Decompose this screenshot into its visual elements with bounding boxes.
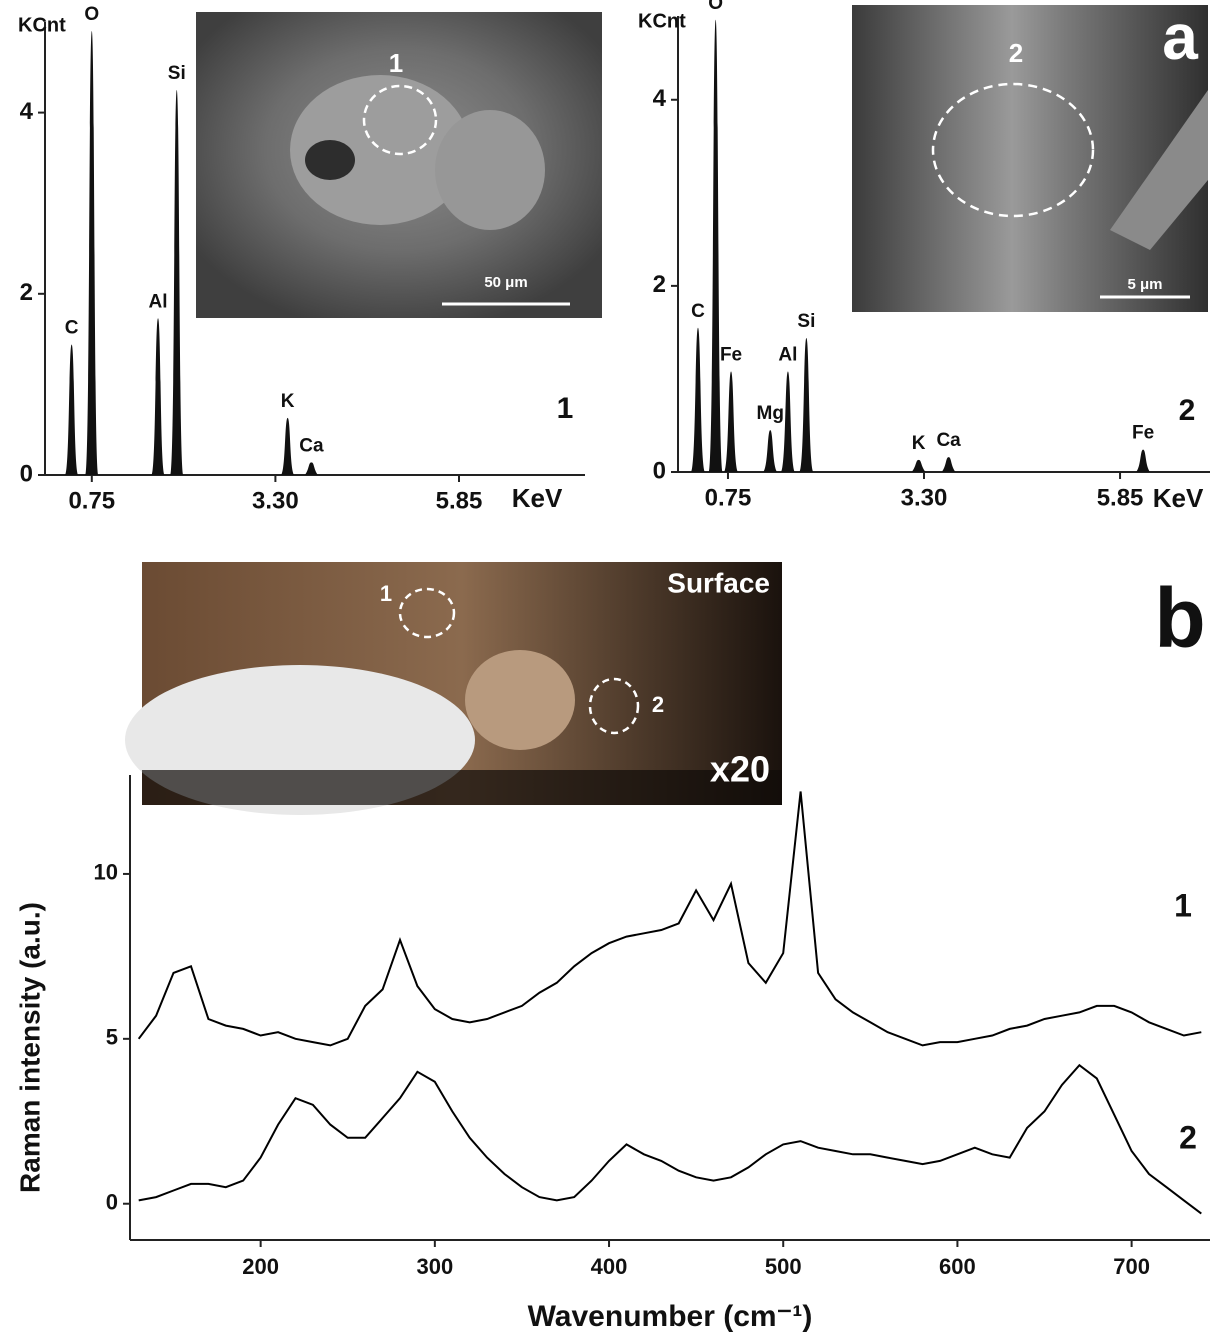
- image-caption: Surface: [667, 567, 770, 598]
- y-tick-label: 2: [20, 279, 33, 306]
- peak-label: O: [708, 0, 723, 14]
- peak: [304, 462, 318, 475]
- peak-label: Ca: [299, 435, 324, 456]
- peak: [941, 457, 956, 472]
- x-tick-label: 0.75: [68, 487, 115, 514]
- x-tick-label: 400: [591, 1254, 628, 1279]
- y-tick-label: 0: [106, 1190, 118, 1215]
- series-label: 1: [1174, 887, 1192, 923]
- peak: [151, 318, 165, 475]
- scale-bar-label: 5 μm: [1127, 276, 1162, 293]
- x-tick-label: 3.30: [901, 484, 948, 511]
- spectrum-line: [138, 1063, 1202, 1215]
- x-tick-label: 200: [242, 1254, 279, 1279]
- peak: [691, 327, 705, 472]
- peak-label: Si: [797, 311, 815, 332]
- sem-image-1: 1 50 μm: [196, 12, 602, 318]
- peak-label: Ca: [936, 430, 961, 451]
- x-tick-label: 500: [765, 1254, 802, 1279]
- y-tick-label: 0: [20, 460, 33, 487]
- x-tick-label: 0.75: [705, 484, 752, 511]
- y-axis-label: KCnt: [18, 14, 66, 36]
- y-axis-label: Raman intensity (a.u.): [14, 902, 45, 1193]
- series-label: 2: [1179, 1119, 1197, 1155]
- magnification: x20: [710, 749, 770, 790]
- panel-label: b: [1154, 571, 1205, 665]
- inset-marker: 1: [380, 581, 392, 606]
- peak-label: Al: [778, 345, 797, 366]
- peak-label: Si: [168, 63, 186, 84]
- peak: [85, 31, 99, 476]
- peak: [65, 344, 79, 475]
- peak-label: Al: [149, 291, 168, 312]
- y-tick-label: 5: [106, 1025, 118, 1050]
- x-tick-label: 5.85: [436, 487, 483, 514]
- peak-label: C: [65, 318, 79, 339]
- inset-marker: 2: [652, 692, 664, 717]
- peak: [281, 417, 295, 475]
- peak: [763, 430, 778, 472]
- peak: [170, 89, 184, 475]
- y-tick-label: 10: [94, 860, 118, 885]
- x-tick-label: 600: [939, 1254, 976, 1279]
- y-tick-label: 4: [20, 98, 34, 125]
- peak: [781, 371, 795, 472]
- y-axis-label: KCnt: [638, 10, 686, 32]
- scale-bar-label: 50 μm: [484, 274, 527, 291]
- y-tick-label: 0: [653, 457, 666, 484]
- peak-label: O: [84, 4, 99, 25]
- peak: [708, 19, 723, 473]
- x-axis-label: KeV: [1153, 483, 1204, 513]
- sem-image-2: 2 5 μm a: [852, 1, 1208, 312]
- inset-marker: 2: [1009, 38, 1023, 68]
- x-axis-label: KeV: [512, 483, 563, 513]
- panel-number: 2: [1179, 394, 1196, 427]
- x-axis-label: Wavenumber (cm⁻¹): [528, 1300, 813, 1333]
- peak-label: K: [912, 433, 926, 454]
- peak: [799, 337, 814, 472]
- peak: [1136, 449, 1151, 472]
- x-tick-label: 700: [1113, 1254, 1150, 1279]
- peak-label: Mg: [757, 403, 784, 424]
- x-tick-label: 300: [416, 1254, 453, 1279]
- optical-image: 1 2 Surface x20: [125, 562, 782, 815]
- y-tick-label: 4: [653, 85, 667, 112]
- peak-label: K: [281, 391, 295, 412]
- x-tick-label: 5.85: [1097, 484, 1144, 511]
- panel-label: a: [1162, 1, 1198, 73]
- panel-number: 1: [557, 392, 574, 425]
- y-tick-label: 2: [653, 271, 666, 298]
- x-tick-label: 3.30: [252, 487, 299, 514]
- peak: [724, 371, 738, 472]
- peak-label: Fe: [1132, 423, 1154, 444]
- peak-label: Fe: [720, 345, 742, 366]
- inset-marker: 1: [389, 48, 403, 78]
- peak-label: C: [691, 301, 705, 322]
- spectrum-line: [137, 791, 1202, 1047]
- peak: [911, 459, 926, 472]
